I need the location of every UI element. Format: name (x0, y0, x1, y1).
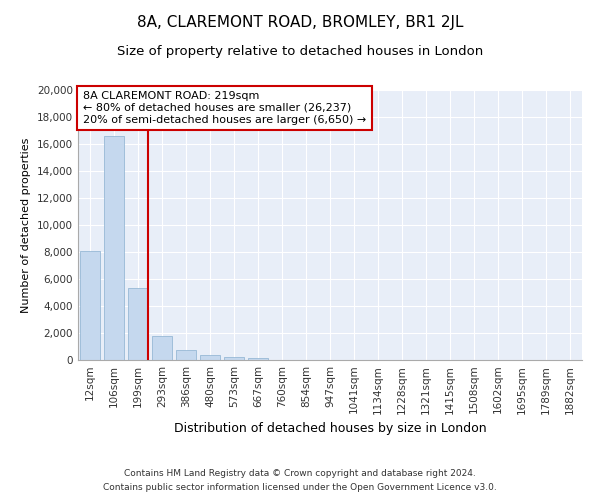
Text: 8A, CLAREMONT ROAD, BROMLEY, BR1 2JL: 8A, CLAREMONT ROAD, BROMLEY, BR1 2JL (137, 15, 463, 30)
Text: 8A CLAREMONT ROAD: 219sqm
← 80% of detached houses are smaller (26,237)
20% of s: 8A CLAREMONT ROAD: 219sqm ← 80% of detac… (83, 92, 366, 124)
Bar (248, 358, 268, 360)
Text: Contains HM Land Registry data © Crown copyright and database right 2024.: Contains HM Land Registry data © Crown c… (124, 468, 476, 477)
Bar (80, 250, 100, 360)
Bar (176, 350, 196, 360)
Bar (152, 336, 172, 360)
Text: Contains public sector information licensed under the Open Government Licence v3: Contains public sector information licen… (103, 484, 497, 492)
Bar (128, 288, 148, 360)
Bar (200, 356, 220, 360)
Bar (104, 136, 124, 360)
Bar (224, 356, 244, 360)
X-axis label: Distribution of detached houses by size in London: Distribution of detached houses by size … (173, 422, 487, 435)
Y-axis label: Number of detached properties: Number of detached properties (22, 138, 31, 312)
Text: Size of property relative to detached houses in London: Size of property relative to detached ho… (117, 45, 483, 58)
